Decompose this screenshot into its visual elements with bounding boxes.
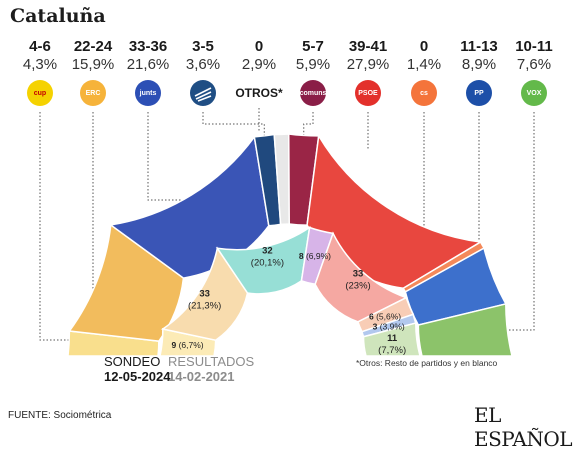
inner-ring-resultados: [159, 225, 421, 357]
comuns-logo-icon: comuns: [300, 80, 326, 106]
party-cup: 4-6 4,3% cup: [11, 38, 69, 106]
segment-vox: [417, 302, 513, 357]
party-erc: 22-24 15,9% ERC: [64, 38, 122, 106]
erc-logo-icon: ERC: [80, 80, 106, 106]
inner-label-psoe: 33 (23%): [345, 269, 370, 292]
party-vote-pct: 4,3%: [22, 56, 58, 73]
inner-label-vox: 11 (7,7%): [378, 333, 406, 356]
inner-label-pp: 3 (3,9%): [373, 321, 405, 331]
party-seats: 0: [419, 38, 429, 55]
inner-label-comuns: 8 (6,9%): [299, 251, 331, 261]
party-vote-pct: 1,4%: [406, 56, 442, 73]
cup-logo-icon: cup: [27, 80, 53, 106]
resultados-legend: RESULTADOS 14-02-2021: [168, 354, 254, 384]
inner-label-erc: 33 (21,3%): [188, 288, 221, 311]
party-psoe: 39-41 27,9% PSOE: [339, 38, 397, 106]
sondeo-date: 12-05-2024: [104, 369, 171, 384]
junts-logo-icon: junts: [135, 80, 161, 106]
otros-label: OTROS*: [235, 86, 283, 100]
inner-label-cs: 6 (5,6%): [369, 311, 401, 321]
party-seats: 3-5: [192, 38, 214, 55]
sondeo-label: SONDEO: [104, 354, 161, 369]
inner-label-junts: 32 (20,1%): [251, 246, 284, 269]
leader-line-junts: [147, 112, 196, 201]
party-vote-pct: 3,6%: [185, 56, 221, 73]
party-seats: 33-36: [128, 38, 168, 55]
sondeo-legend: SONDEO 12-05-2024: [104, 354, 171, 384]
party-vote-pct: 15,9%: [71, 56, 115, 73]
leader-line-alianca: [202, 112, 265, 140]
resultados-label: RESULTADOS: [168, 354, 255, 369]
pp-logo-icon: PP: [466, 80, 492, 106]
leader-line-comuns: [303, 112, 314, 139]
party-vote-pct: 27,9%: [346, 56, 390, 73]
psoe-logo-icon: PSOE: [355, 80, 381, 106]
leader-line-vox: [478, 112, 535, 331]
party-seats: 4-6: [29, 38, 51, 55]
party-junts: 33-36 21,6% junts: [119, 38, 177, 106]
outer-ring-sondeo: [67, 133, 513, 357]
party-pp: 11-13 8,9% PP: [450, 38, 508, 106]
party-seats: 10-11: [515, 38, 553, 55]
inner-label-cup: 9 (6,7%): [171, 340, 203, 350]
leader-line-cs: [423, 112, 455, 245]
party-comuns: 5-7 5,9% comuns: [284, 38, 342, 106]
party-cs: 0 1,4% cs: [395, 38, 453, 106]
party-seats: 11-13: [460, 38, 498, 55]
party-vote-pct: 2,9%: [241, 56, 277, 73]
source-credit: FUENTE: Sociométrica: [8, 410, 112, 421]
party-seats: 22-24: [73, 38, 113, 55]
alianca-logo-icon: [190, 80, 216, 106]
party-vox: 10-11 7,6% VOX: [505, 38, 563, 106]
party-vote-pct: 21,6%: [126, 56, 170, 73]
party-alianca: 3-5 3,6%: [174, 38, 232, 106]
party-otros: 0 2,9% OTROS*: [230, 38, 288, 100]
inner-ring-labels: 9 (6,7%) 33 (21,3%) 32 (20,1%) 8 (6,9%) 33 (23%…: [171, 246, 406, 356]
segment-vox: [362, 322, 421, 357]
leader-line-cup: [39, 112, 111, 341]
party-vote-pct: 5,9%: [295, 56, 331, 73]
party-vote-pct: 7,6%: [516, 56, 552, 73]
page-title: Cataluña: [10, 5, 106, 27]
party-seats: 39-41: [348, 38, 388, 55]
cs-logo-icon: cs: [411, 80, 437, 106]
resultados-date: 14-02-2021: [168, 369, 235, 384]
otros-footnote: *Otros: Resto de partidos y en blanco: [356, 358, 498, 368]
vox-logo-icon: VOX: [521, 80, 547, 106]
party-vote-pct: 8,9%: [461, 56, 497, 73]
party-seats: 0: [254, 38, 264, 55]
party-seats: 5-7: [302, 38, 324, 55]
